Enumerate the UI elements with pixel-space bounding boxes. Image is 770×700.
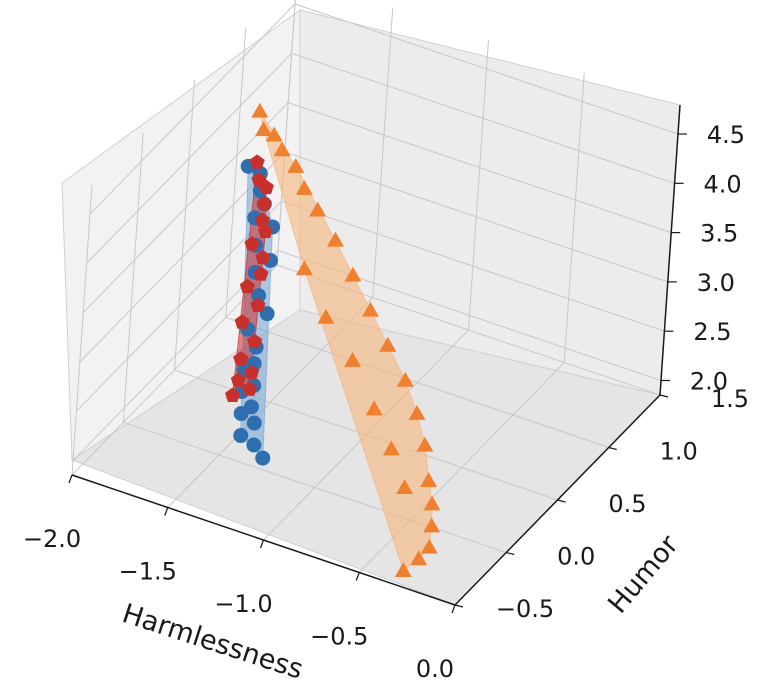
z-tick-label: 2.5: [693, 318, 731, 346]
z-tick-label: 4.5: [707, 121, 745, 149]
y-tick: [659, 394, 669, 398]
series-2-point: [394, 562, 412, 578]
series-2-point: [423, 495, 441, 511]
x-tick: [259, 539, 265, 549]
series-0-point: [246, 437, 262, 453]
y-tick-label: −0.5: [496, 595, 554, 623]
series-2-point: [344, 266, 362, 282]
x-tick: [451, 604, 456, 614]
x-tick: [164, 507, 169, 516]
series-0-point: [233, 406, 249, 422]
y-tick-label: 0.5: [608, 490, 646, 518]
series-2-point: [326, 231, 344, 247]
y-tick-label: 1.5: [711, 385, 749, 413]
series-2-point: [396, 371, 414, 387]
series-1-point: [244, 364, 260, 380]
series-2-point: [317, 308, 335, 324]
z-gridline: [89, 3, 679, 215]
series-1-point: [225, 387, 241, 402]
series-1-point: [255, 249, 271, 265]
series-0-point: [233, 428, 249, 444]
y-gridline: [122, 132, 507, 553]
series-1-point: [244, 236, 260, 251]
z-gridline: [82, 102, 672, 313]
series-1-point: [250, 297, 266, 312]
series-2-point: [287, 158, 305, 173]
z-tick-label: 2.0: [690, 368, 728, 396]
z-gridline: [76, 200, 665, 412]
series-2-point: [416, 436, 434, 452]
z-tick-label: 3.5: [700, 220, 738, 248]
series-2-point: [265, 126, 283, 142]
z-tick-label: 3.0: [697, 269, 735, 297]
series-2-point: [420, 472, 438, 488]
series-1-point: [246, 333, 263, 349]
series-2-point: [420, 538, 438, 554]
series-1-point: [239, 278, 255, 294]
z-gridline: [86, 52, 675, 264]
series-2-point: [295, 179, 313, 195]
series-0-point: [259, 306, 275, 322]
series-0-point: [255, 450, 271, 466]
series-2-point: [344, 352, 362, 367]
series-0-point: [246, 415, 262, 431]
series-1-point: [256, 196, 272, 211]
markers: [225, 102, 441, 578]
z-tick-label: 4.0: [704, 170, 742, 198]
series-2-point: [361, 301, 379, 317]
series-1-point: [249, 154, 265, 169]
z-axis-line: [659, 104, 681, 396]
x-axis-label: Harmlessness: [118, 598, 306, 686]
series-0-point: [251, 288, 267, 304]
ticks: −2.0−1.5−1.0−0.50.0−0.50.00.51.01.52.02.…: [23, 121, 749, 683]
y-tick: [608, 446, 617, 451]
y-gridline: [173, 79, 558, 501]
series-1-point: [257, 223, 274, 239]
y-tick-label: 0.0: [557, 543, 595, 571]
x-tick: [68, 474, 73, 484]
series-2-point: [396, 479, 414, 495]
x-tick-label: −1.0: [214, 590, 272, 618]
y-gridline: [225, 27, 609, 448]
series-2-point: [255, 121, 273, 136]
series-1-point: [253, 266, 269, 281]
x-tick-label: −0.5: [310, 623, 368, 651]
series-2-point: [408, 404, 426, 420]
series-2-point: [251, 102, 269, 118]
series-2-point: [295, 260, 313, 276]
series-1-point: [230, 372, 246, 387]
y-tick: [506, 551, 515, 556]
series-2-point: [410, 550, 428, 566]
y-tick: [557, 499, 566, 503]
z-gridline: [72, 249, 662, 461]
series-1-point: [234, 314, 250, 329]
series-1-point: [242, 381, 258, 396]
series-2-point: [379, 336, 397, 352]
y-tick-label: 1.0: [660, 438, 698, 466]
x-tick: [355, 572, 360, 581]
series-2-point: [309, 201, 327, 217]
series-1-point: [254, 212, 270, 227]
series-2-point: [423, 517, 441, 533]
x-tick-label: 0.0: [416, 655, 454, 683]
y-axis-label: Humor: [602, 529, 685, 620]
series-2-point: [273, 141, 291, 157]
series-1-point: [258, 179, 274, 195]
x-tick-label: −1.5: [119, 558, 177, 586]
series-2-point: [365, 400, 383, 416]
y-tick: [454, 604, 464, 608]
series-1-point: [233, 351, 249, 366]
y-gridline: [276, 0, 661, 396]
series-2-point: [382, 440, 400, 456]
x-tick-label: −2.0: [23, 525, 81, 553]
